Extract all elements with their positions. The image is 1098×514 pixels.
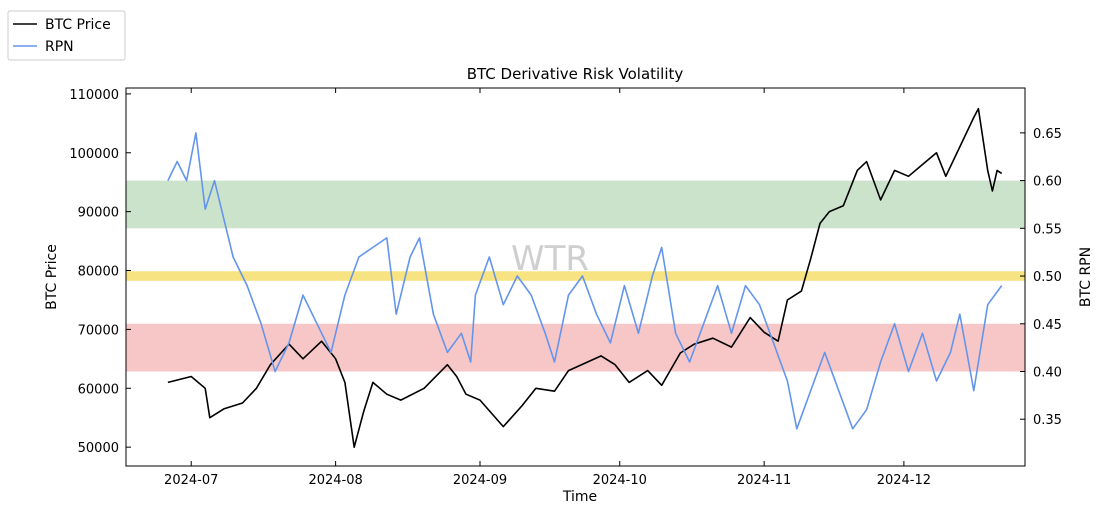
chart-title: BTC Derivative Risk Volatility xyxy=(467,65,684,83)
y-right-tick-label: 0.50 xyxy=(1033,270,1062,285)
y-right-tick-label: 0.55 xyxy=(1033,222,1062,237)
risk-bands xyxy=(126,180,1025,372)
y-left-tick-label: 90000 xyxy=(78,206,119,221)
y-right-tick-label: 0.65 xyxy=(1033,127,1062,142)
y-left-tick-label: 80000 xyxy=(78,265,119,280)
x-axis-label: Time xyxy=(562,489,597,505)
y-left-tick-label: 110000 xyxy=(69,88,119,103)
legend: BTC Price RPN xyxy=(7,10,126,61)
x-tick-label: 2024-09 xyxy=(453,473,507,488)
x-tick-label: 2024-11 xyxy=(737,473,791,488)
y-left-tick-label: 100000 xyxy=(69,147,119,162)
series-line-rpn xyxy=(167,132,1003,430)
y-left-tick-label: 50000 xyxy=(78,441,119,456)
x-tick-label: 2024-07 xyxy=(164,473,218,488)
band-1 xyxy=(126,271,1025,281)
series-lines xyxy=(167,107,1003,449)
watermark: WTR xyxy=(511,239,589,279)
x-axis: 2024-07 2024-08 2024-09 2024-10 2024-11 2024-… xyxy=(164,88,931,488)
y-axis-right-label: BTC RPN xyxy=(1078,247,1094,307)
x-tick-label: 2024-08 xyxy=(308,473,362,488)
y-right-tick-label: 0.35 xyxy=(1033,413,1062,428)
band-2 xyxy=(126,323,1025,372)
y-right-tick-label: 0.60 xyxy=(1033,175,1062,190)
y-axis-left: 50000 60000 70000 80000 90000 100000 110000 xyxy=(69,88,131,456)
band-0 xyxy=(126,180,1025,229)
y-right-tick-label: 0.40 xyxy=(1033,366,1062,381)
legend-box xyxy=(7,10,126,61)
plot-frame xyxy=(125,87,1026,467)
series-line-btc-price xyxy=(167,107,1003,449)
y-left-tick-label: 60000 xyxy=(78,382,119,397)
y-right-tick-label: 0.45 xyxy=(1033,318,1062,333)
y-axis-right: 0.35 0.40 0.45 0.50 0.55 0.60 0.65 xyxy=(1020,127,1062,428)
y-axis-left-label: BTC Price xyxy=(44,244,60,310)
x-tick-label: 2024-12 xyxy=(877,473,931,488)
y-left-tick-label: 70000 xyxy=(78,323,119,338)
x-tick-label: 2024-10 xyxy=(593,473,647,488)
legend-label-btc-price: BTC Price xyxy=(45,17,111,33)
legend-label-rpn: RPN xyxy=(45,39,74,55)
